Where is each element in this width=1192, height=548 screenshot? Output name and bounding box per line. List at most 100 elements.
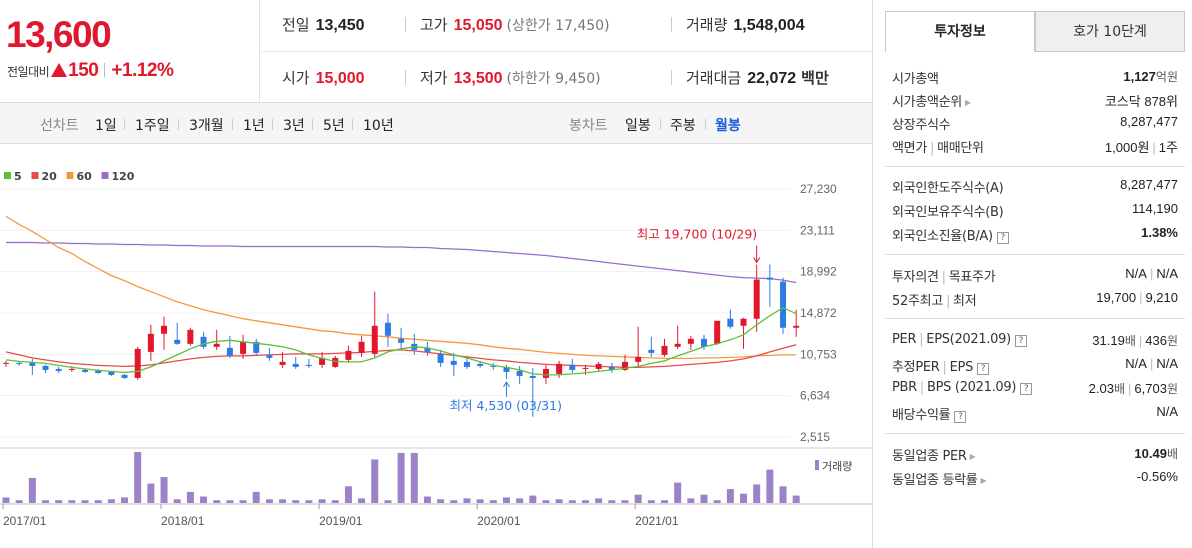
min-arrow-head (503, 380, 510, 388)
current-price-box: 13,600 전일대비 150 +1.12% (0, 0, 260, 103)
value-divider: | (1152, 140, 1156, 155)
volume-bar (542, 500, 550, 503)
period-5y[interactable]: 5년 (323, 118, 345, 134)
help-icon[interactable]: ? (1014, 335, 1027, 347)
period-monthly[interactable]: 월봉 (715, 118, 741, 134)
target-price-text: 목표주가 (948, 270, 996, 285)
legend-swatch-120 (101, 172, 109, 179)
candle-body (200, 336, 207, 347)
volume-legend-label: 거래량 (822, 460, 852, 473)
label-divider: | (929, 141, 935, 156)
change-rate: +1.12% (111, 60, 174, 81)
tab-order-book[interactable]: 호가 10단계 (1035, 11, 1185, 52)
help-icon[interactable]: ? (977, 363, 990, 375)
opinion-number: N/A (1125, 266, 1147, 281)
foreign-limit-label: 외국인한도주식수(A) (892, 181, 1004, 196)
sector-change-label[interactable]: 동일업종 등락률 ▶ (892, 469, 987, 488)
info-row-foreign-held: 외국인보유주식수(B) 114,190 (892, 199, 1178, 221)
period-3y[interactable]: 3년 (283, 118, 305, 134)
value-divider: | (1149, 266, 1154, 281)
volume-bar (555, 499, 563, 503)
period-1y[interactable]: 1년 (243, 118, 265, 134)
tab-investment-info[interactable]: 투자정보 (885, 11, 1035, 52)
candle-body (556, 363, 563, 374)
candle-body (621, 361, 628, 370)
pbr-number: 2.03 (1088, 381, 1114, 396)
period-divider (705, 119, 706, 130)
week52-high-number: 19,700 (1096, 290, 1137, 305)
open-price: 시가 15,000 (282, 67, 365, 88)
period-3m[interactable]: 3개월 (189, 118, 224, 134)
volume-bar (740, 493, 748, 503)
week52-label: 52주최고 | 최저 (892, 290, 977, 309)
per-unit: 배 (1124, 334, 1136, 348)
volume-bar (68, 500, 76, 503)
candle-body (29, 362, 36, 366)
volume-bar (318, 499, 326, 503)
help-icon[interactable]: ? (954, 411, 967, 423)
info-row-est-per: 추정PER | EPS? N/A | N/A (892, 354, 1178, 376)
listed-shares-label: 상장주식수 (892, 118, 951, 133)
info-row-52week: 52주최고 | 최저 19,700 | 9,210 (892, 288, 1178, 310)
sector-per-value: 10.49배 (1134, 445, 1178, 462)
volume-bar (252, 491, 260, 503)
volume-bar (173, 499, 181, 503)
value-divider: | (1149, 356, 1154, 371)
section-divider (885, 254, 1185, 255)
candle-body (292, 363, 299, 367)
caret-right-icon: ▶ (980, 476, 987, 485)
opinion-text: 투자의견 (892, 270, 939, 285)
foreign-ratio-number: 1.38% (1141, 225, 1178, 240)
candle-body (753, 279, 760, 319)
info-row-sector-per: 동일업종 PER ▶ 10.49배 (892, 443, 1178, 465)
candle-body (595, 363, 602, 369)
period-divider (124, 119, 125, 130)
market-cap-rank-label[interactable]: 시가총액순위 ▶ (892, 91, 971, 110)
help-icon[interactable]: ? (1020, 383, 1033, 395)
volume-bar (344, 486, 352, 503)
week52-high-text: 52주최고 (892, 294, 943, 309)
pbr-text: PBR (892, 380, 917, 395)
market-cap-rank-text: 시가총액순위 (892, 95, 962, 110)
min-price-annotation: 최저 4,530 (03/31) (449, 398, 562, 413)
period-daily[interactable]: 일봉 (625, 118, 651, 134)
candle-body (161, 325, 168, 334)
candle-body (384, 322, 391, 336)
candle-body (305, 364, 312, 366)
high-value: 15,050 (453, 17, 503, 34)
info-row-sector-change: 동일업종 등락률 ▶ -0.56% (892, 467, 1178, 489)
investment-info-panel: 투자정보 호가 10단계 시가총액 1,127억원 시가총액순위 ▶ 코스닥 87… (885, 11, 1185, 548)
candle-body (437, 353, 444, 363)
target-price-number: N/A (1156, 266, 1178, 281)
help-icon[interactable]: ? (996, 232, 1009, 244)
volume: 거래량 1,548,004 (686, 14, 805, 35)
candle-body (332, 357, 339, 367)
quote-divider (671, 17, 672, 32)
y-tick-label: 2,515 (800, 430, 830, 444)
volume-legend-swatch (815, 460, 819, 470)
est-eps-text: EPS (949, 360, 974, 375)
volume-bar (28, 477, 36, 503)
period-weekly[interactable]: 주봉 (670, 118, 696, 134)
y-tick-label: 14,872 (800, 306, 837, 320)
volume-bar (305, 500, 313, 503)
x-tick-label: 2021/01 (635, 514, 679, 528)
info-row-pbr: PBR | BPS (2021.09)? 2.03배 | 6,703원 (892, 378, 1178, 400)
candle-body (108, 371, 115, 375)
period-1d[interactable]: 1일 (95, 118, 117, 134)
prev-close: 전일 13,450 (282, 14, 365, 35)
label-divider: | (919, 380, 924, 395)
eps-unit: 원 (1166, 334, 1178, 348)
period-10y[interactable]: 10년 (363, 118, 394, 134)
volume-bar (423, 496, 431, 503)
ma5-line (5, 306, 797, 376)
sector-per-text: 동일업종 PER (892, 449, 967, 464)
period-1w[interactable]: 1주일 (135, 118, 170, 134)
sector-per-label[interactable]: 동일업종 PER ▶ (892, 445, 976, 464)
volume-bar (779, 486, 787, 503)
par-value-label: 액면가 | 매매단위 (892, 137, 984, 156)
max-arrow-head (753, 257, 761, 264)
section-divider (885, 166, 1185, 167)
volume-bar (476, 499, 484, 503)
market-cap-label: 시가총액 (892, 72, 939, 87)
